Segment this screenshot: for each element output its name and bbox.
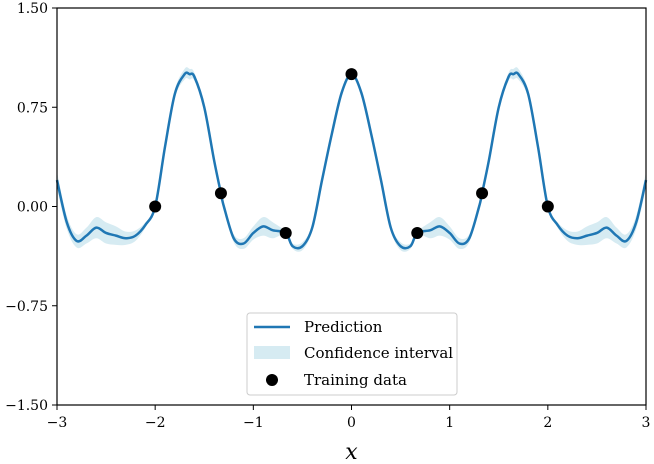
training-points-layer bbox=[149, 68, 554, 239]
training-point bbox=[411, 226, 424, 239]
x-tick-label: −3 bbox=[47, 415, 68, 431]
x-tick-label: 2 bbox=[543, 415, 552, 431]
x-tick-label: −2 bbox=[145, 415, 166, 431]
training-point bbox=[541, 200, 554, 213]
x-tick-label: 0 bbox=[347, 415, 356, 431]
y-tick-label: −0.75 bbox=[5, 299, 48, 315]
y-tick-label: −1.50 bbox=[5, 398, 48, 414]
y-tick-label: 0.75 bbox=[17, 100, 48, 116]
training-point bbox=[345, 68, 358, 81]
legend-training-swatch bbox=[266, 374, 278, 386]
training-point bbox=[476, 187, 489, 200]
legend-box bbox=[246, 312, 458, 396]
legend-label-confidence: Confidence interval bbox=[304, 344, 453, 362]
legend-label-prediction: Prediction bbox=[304, 318, 383, 336]
legend-confidence-swatch bbox=[254, 346, 290, 359]
x-tick-label: 1 bbox=[445, 415, 454, 431]
prediction-line-layer bbox=[55, 71, 648, 250]
x-tick-label: 3 bbox=[642, 415, 651, 431]
x-axis-label: x bbox=[345, 440, 358, 464]
training-point bbox=[279, 226, 292, 239]
confidence-band-layer bbox=[57, 67, 646, 252]
y-tick-label: 1.50 bbox=[17, 1, 48, 17]
legend-label-training: Training data bbox=[304, 371, 407, 389]
y-axis-ticks: −1.50 −0.75 0.00 0.75 1.50 bbox=[5, 1, 57, 414]
confidence-band bbox=[57, 67, 646, 252]
prediction-line bbox=[55, 71, 648, 250]
training-point bbox=[149, 200, 162, 213]
training-point bbox=[214, 187, 227, 200]
legend: Prediction Confidence interval Training … bbox=[246, 312, 458, 396]
x-tick-label: −1 bbox=[243, 415, 264, 431]
y-tick-label: 0.00 bbox=[17, 200, 48, 216]
x-axis-ticks: −3 −2 −1 0 1 2 3 bbox=[47, 405, 651, 431]
